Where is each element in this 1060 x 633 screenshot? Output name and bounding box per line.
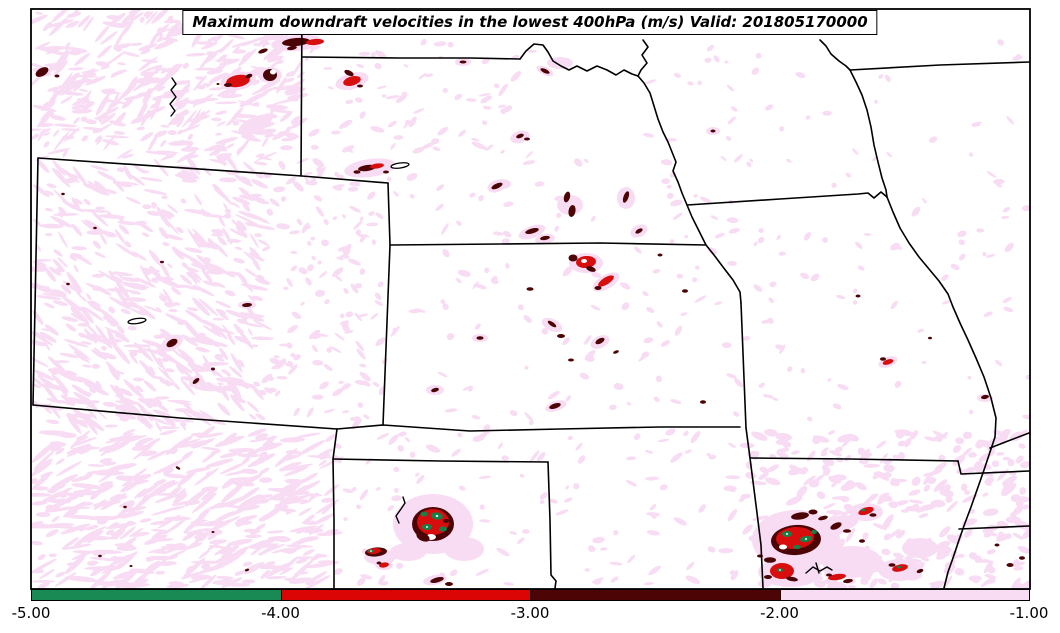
colorbar-tick-label: -1.00 — [1009, 604, 1049, 622]
border-texas-north — [332, 458, 549, 463]
lakes-and-rivers — [127, 77, 833, 574]
border-colorado-south — [32, 404, 338, 430]
border-missouri-river-ne-ia — [637, 75, 742, 304]
downdraft-contour-blobs — [35, 37, 1025, 586]
map-title: Maximum downdraft velocities in the lowe… — [182, 10, 878, 35]
border-kansas-missouri — [740, 302, 747, 429]
border-oklahoma-arkansas — [745, 427, 764, 589]
wyoming-river — [169, 77, 177, 117]
map-title-text: Maximum downdraft velocities in the lowe… — [192, 13, 868, 31]
colorbar-tick-label: -5.00 — [11, 604, 51, 622]
border-kansas-north — [389, 242, 707, 246]
border-wyoming-east — [300, 9, 303, 177]
arkansas-river — [805, 566, 833, 574]
border-missouri-arkansas — [749, 457, 959, 462]
border-mississippi-upper — [849, 69, 888, 198]
border-illinois-kentucky — [989, 432, 1030, 449]
colorbar-segment--4.00to-3.00 — [281, 590, 531, 600]
colorbar-tick-label: -4.00 — [261, 604, 300, 622]
pink-speckle-field — [31, 9, 1030, 589]
colorbar-segment--2.00to-1.00 — [780, 590, 1029, 600]
border-big-sioux-river — [637, 39, 649, 77]
border-iowa-missouri — [686, 191, 888, 206]
border-tennessee-mississippi — [958, 525, 1030, 530]
border-sd-ne-43 — [302, 56, 521, 60]
border-colorado-west — [32, 157, 39, 406]
ok-panhandle-river — [395, 496, 406, 524]
arkansas-river-tick — [815, 562, 820, 574]
colorbar-segment--3.00to-2.00 — [531, 590, 781, 600]
colorbar-segment--5.00to-4.00 — [32, 590, 282, 600]
border-iowa-minnesota — [849, 61, 1030, 71]
border-minnesota-sd — [819, 39, 851, 71]
border-thirty-seven-north — [336, 424, 741, 432]
colorbar-tick-label: -3.00 — [510, 604, 550, 622]
border-mississippi-lower — [886, 196, 997, 589]
border-bootheel — [957, 460, 1030, 475]
colorbar-tick-label: -2.00 — [760, 604, 799, 622]
colorbar — [31, 589, 1030, 601]
border-texas-ok-100w — [547, 461, 557, 589]
border-new-mexico-east — [332, 428, 338, 589]
state-borders — [32, 9, 1030, 589]
border-missouri-river-sd — [519, 43, 639, 77]
map-background — [31, 9, 1030, 589]
border-forty-one-north — [37, 157, 389, 184]
